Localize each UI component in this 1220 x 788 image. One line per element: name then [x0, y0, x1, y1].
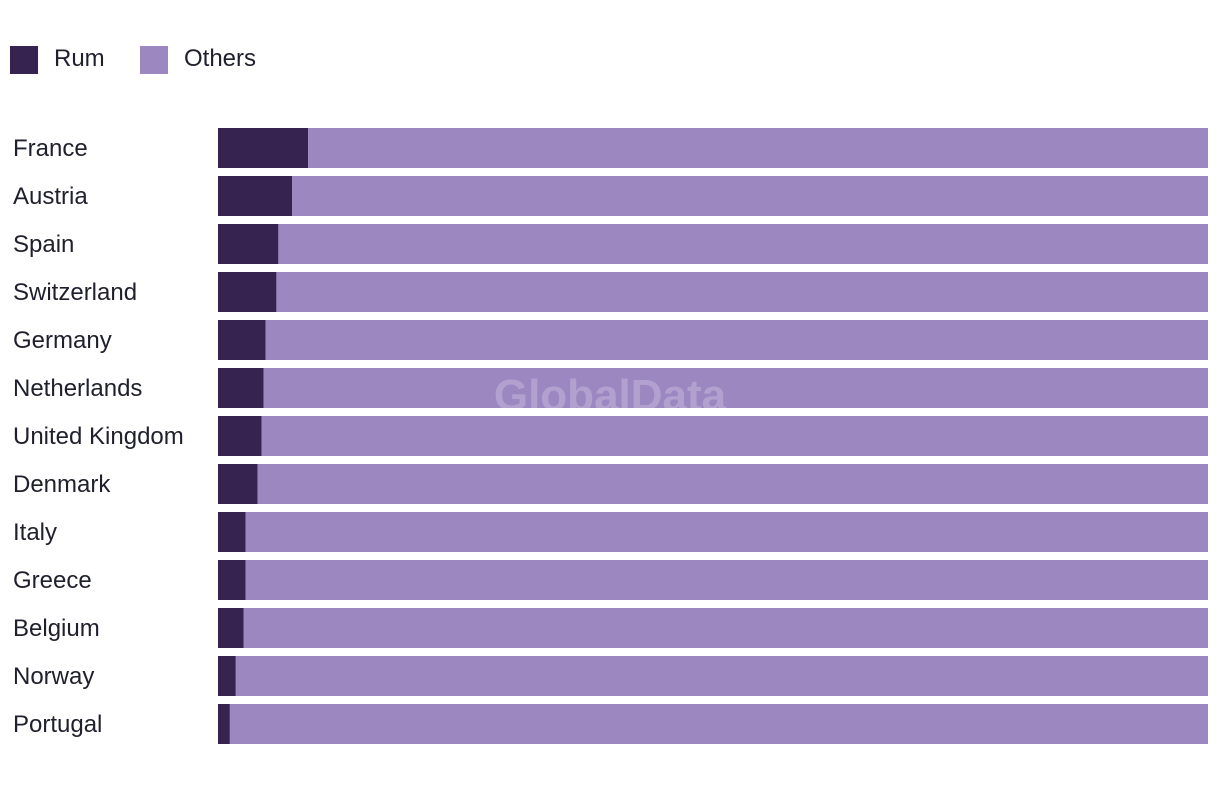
category-label-austria: Austria: [13, 183, 88, 210]
bar-rum-belgium: [218, 608, 244, 648]
legend-swatch-rum: [10, 46, 38, 74]
bar-rum-united-kingdom: [218, 416, 262, 456]
bar-rum-italy: [218, 512, 246, 552]
bar-rum-greece: [218, 560, 246, 600]
bars: [218, 128, 1209, 744]
category-label-france: France: [13, 135, 88, 162]
category-label-netherlands: Netherlands: [13, 375, 142, 402]
legend-label-others: Others: [184, 45, 256, 72]
bar-rum-spain: [218, 224, 279, 264]
bar-others-germany: [265, 320, 1208, 360]
legend-swatch-others: [140, 46, 168, 74]
category-label-norway: Norway: [13, 663, 94, 690]
legend: Rum Others: [10, 45, 256, 74]
category-label-greece: Greece: [13, 567, 92, 594]
bar-others-netherlands: [263, 368, 1208, 408]
bar-others-united-kingdom: [261, 416, 1208, 456]
legend-label-rum: Rum: [54, 45, 105, 72]
bar-others-france: [308, 128, 1209, 168]
bar-others-switzerland: [276, 272, 1208, 312]
bar-rum-germany: [218, 320, 266, 360]
bar-others-greece: [245, 560, 1209, 600]
category-label-united-kingdom: United Kingdom: [13, 423, 184, 450]
category-label-spain: Spain: [13, 231, 74, 258]
bar-rum-austria: [218, 176, 293, 216]
category-label-germany: Germany: [13, 327, 112, 354]
watermark: GlobalData: [494, 371, 727, 420]
bar-others-spain: [278, 224, 1208, 264]
bar-rum-portugal: [218, 704, 230, 744]
bar-rum-norway: [218, 656, 236, 696]
category-label-denmark: Denmark: [13, 471, 111, 498]
bar-others-austria: [292, 176, 1208, 216]
bar-rum-netherlands: [218, 368, 264, 408]
category-labels: France Austria Spain Switzerland Germany Neth…: [13, 135, 184, 738]
category-label-portugal: Portugal: [13, 711, 102, 738]
category-label-italy: Italy: [13, 519, 57, 546]
bar-others-norway: [235, 656, 1208, 696]
category-label-switzerland: Switzerland: [13, 279, 137, 306]
bar-others-portugal: [229, 704, 1208, 744]
bar-others-belgium: [243, 608, 1209, 648]
bar-rum-switzerland: [218, 272, 277, 312]
bar-others-denmark: [257, 464, 1209, 504]
category-label-belgium: Belgium: [13, 615, 100, 642]
bar-rum-denmark: [218, 464, 258, 504]
bar-rum-france: [218, 128, 309, 168]
bar-others-italy: [245, 512, 1209, 552]
